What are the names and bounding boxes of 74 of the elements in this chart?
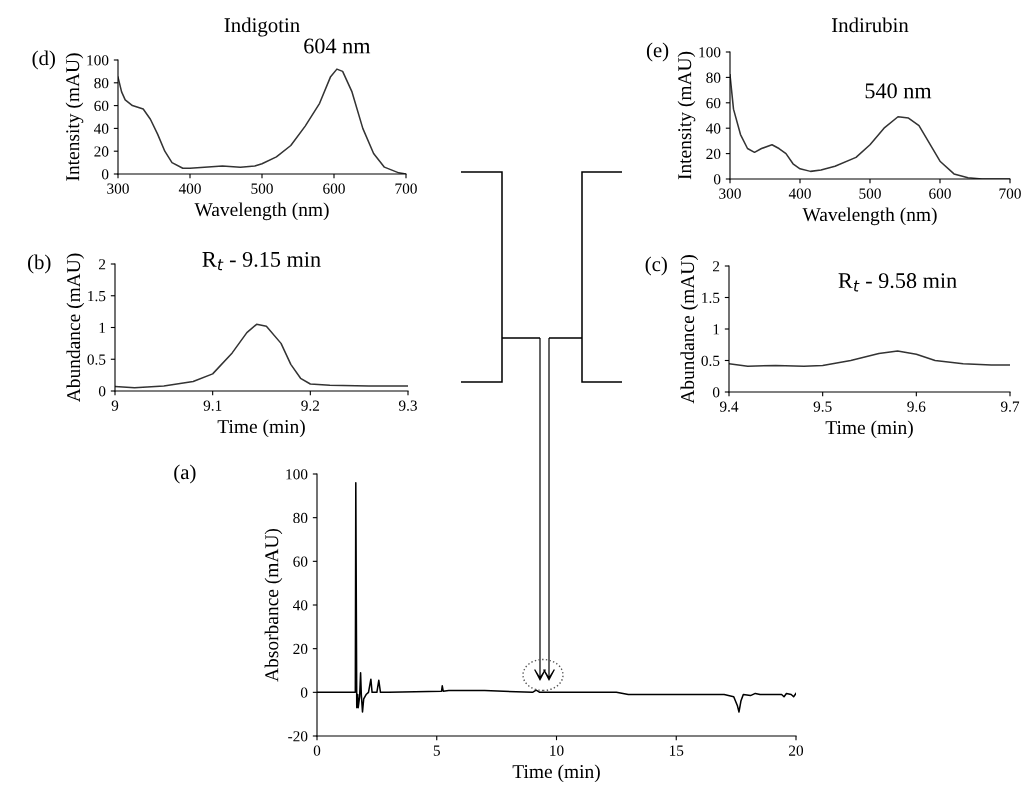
y-axis-title: Intensity (mAU) bbox=[677, 51, 696, 180]
text: (b) bbox=[28, 254, 51, 274]
y-axis-title: Intensity (mAU) bbox=[65, 53, 84, 181]
y-tick-label: 60 bbox=[706, 97, 721, 109]
y-tick-label: 60 bbox=[94, 100, 109, 112]
y-tick-label: 100 bbox=[699, 47, 721, 58]
x-tick-label: 9 bbox=[111, 400, 119, 411]
x-axis-title: Time (min) bbox=[512, 764, 600, 783]
y-tick-label: 100 bbox=[87, 55, 109, 66]
y-tick-label: 0.5 bbox=[87, 354, 106, 365]
x-tick-label: 500 bbox=[251, 183, 273, 194]
y-tick-label: 0 bbox=[713, 174, 721, 185]
chart-title: Indirubin bbox=[831, 17, 909, 33]
y-tick-label: 0 bbox=[712, 387, 720, 398]
x-tick-label: 9.5 bbox=[813, 401, 832, 412]
x-tick-label: 600 bbox=[929, 188, 951, 199]
y-tick-label: 0.5 bbox=[701, 355, 720, 367]
y-tick-label: 0 bbox=[98, 386, 106, 397]
y-tick-label: 80 bbox=[706, 72, 721, 83]
y-tick-label: 80 bbox=[94, 77, 109, 89]
chart-title: Indigotin bbox=[224, 17, 300, 37]
x-tick-label: 20 bbox=[789, 745, 804, 756]
y-tick-label: 1.5 bbox=[88, 290, 106, 302]
y-tick-label: 80 bbox=[293, 512, 308, 524]
x-tick-label: 9.4 bbox=[719, 401, 739, 412]
line-series bbox=[729, 350, 1010, 367]
annotation: 604 nm bbox=[304, 38, 371, 54]
y-tick-label: 20 bbox=[706, 148, 721, 160]
y-tick-label: 2 bbox=[713, 261, 720, 272]
x-tick-label: 700 bbox=[395, 183, 417, 194]
x-tick-label: 400 bbox=[178, 183, 201, 194]
x-tick-label: 9.7 bbox=[1000, 401, 1020, 412]
annotation: R$_{t}$ - 9.58 min bbox=[838, 273, 957, 292]
x-axis-title: Wavelength (nm) bbox=[194, 202, 329, 221]
y-tick-label: 60 bbox=[293, 556, 308, 567]
y-tick-label: 0 bbox=[300, 687, 308, 698]
text: (e) bbox=[646, 42, 669, 62]
x-axis-title: Time (min) bbox=[217, 419, 305, 438]
x-tick-label: 400 bbox=[788, 188, 811, 199]
y-tick-label: 20 bbox=[94, 146, 109, 157]
x-tick-label: 300 bbox=[719, 188, 741, 199]
x-tick-label: 9.2 bbox=[301, 400, 320, 411]
text: (a) bbox=[174, 464, 196, 484]
annotation: R$_{t}$ - 9.15 min bbox=[202, 251, 321, 271]
y-tick-label: 40 bbox=[292, 600, 308, 611]
y-tick-label: 100 bbox=[286, 469, 308, 480]
y-tick-label: 40 bbox=[705, 123, 721, 134]
x-tick-label: 15 bbox=[669, 745, 684, 756]
x-axis-title: Wavelength (nm) bbox=[802, 207, 937, 226]
x-tick-label: 5 bbox=[433, 745, 440, 756]
x-tick-label: 0 bbox=[313, 745, 321, 756]
x-tick-label: 9.6 bbox=[907, 401, 926, 412]
y-tick-label: 1 bbox=[99, 322, 106, 333]
text: (d) bbox=[32, 50, 55, 70]
y-tick-label: 0 bbox=[101, 169, 109, 180]
y-axis-title: Abundance (mAU) bbox=[66, 253, 85, 403]
y-tick-label: 2 bbox=[99, 259, 106, 270]
x-tick-label: 10 bbox=[550, 745, 564, 756]
y-tick-label: 1.5 bbox=[702, 292, 720, 304]
x-tick-label: 9.3 bbox=[398, 400, 417, 411]
y-tick-label: -20 bbox=[288, 731, 308, 742]
y-tick-label: 20 bbox=[293, 643, 308, 655]
text: (c) bbox=[645, 256, 667, 276]
x-tick-label: 500 bbox=[859, 188, 881, 199]
x-tick-label: 300 bbox=[107, 183, 129, 194]
x-tick-label: 600 bbox=[323, 183, 345, 194]
y-tick-label: 1 bbox=[713, 324, 720, 335]
y-axis-title: Abundance (mAU) bbox=[680, 255, 699, 404]
y-tick-label: 40 bbox=[93, 123, 109, 134]
x-tick-label: 9.1 bbox=[203, 400, 222, 411]
y-axis-title: Absorbance (mAU) bbox=[264, 528, 283, 682]
x-axis-title: Time (min) bbox=[825, 420, 913, 439]
x-tick-label: 700 bbox=[999, 188, 1021, 199]
annotation: 540 nm bbox=[865, 83, 932, 99]
